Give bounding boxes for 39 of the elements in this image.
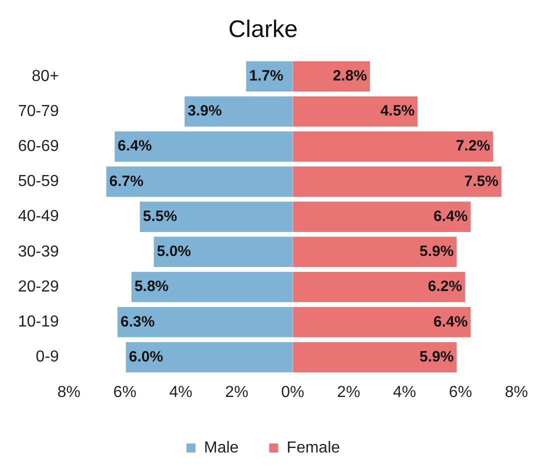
- data-label: 6.4%: [118, 138, 152, 155]
- y-tick-label: 20-29: [18, 278, 60, 296]
- x-tick-label: 6%: [113, 384, 136, 401]
- legend-label: Female: [286, 439, 340, 456]
- y-tick-label: 70-79: [18, 102, 60, 120]
- data-label: 4.5%: [380, 102, 415, 120]
- y-tick-label: 0-9: [36, 348, 60, 366]
- x-tick-label: 8%: [57, 384, 80, 401]
- data-label: 6.4%: [433, 208, 468, 225]
- x-tick-label: 0%: [281, 384, 304, 401]
- data-label: 7.2%: [456, 138, 490, 155]
- data-label: 6.0%: [128, 348, 164, 366]
- y-tick-label: 10-19: [18, 314, 60, 331]
- data-label: 2.8%: [332, 67, 367, 84]
- y-tick-label: 50-59: [18, 173, 60, 190]
- data-label: 5.9%: [420, 348, 454, 366]
- data-label: 5.9%: [420, 243, 454, 260]
- y-tick-label: 40-49: [18, 208, 60, 226]
- data-label: 1.7%: [249, 67, 284, 84]
- x-tick-label: 4%: [169, 384, 192, 401]
- x-tick-label: 4%: [392, 384, 416, 401]
- x-tick-label: 2%: [337, 384, 360, 401]
- x-tick-label: 2%: [225, 384, 248, 401]
- data-label: 7.5%: [464, 172, 498, 190]
- data-label: 5.0%: [156, 243, 192, 260]
- y-tick-label: 30-39: [18, 243, 60, 260]
- data-label: 6.3%: [120, 313, 155, 330]
- data-label: 3.9%: [188, 102, 222, 120]
- x-tick-label: 8%: [504, 384, 528, 401]
- data-label: 5.8%: [134, 278, 169, 296]
- data-label: 5.5%: [142, 208, 178, 225]
- data-label: 6.2%: [428, 278, 462, 296]
- data-label: 6.7%: [109, 172, 144, 190]
- y-tick-label: 60-69: [18, 138, 60, 155]
- chart-title: Clarke: [228, 16, 298, 44]
- data-label: 6.4%: [433, 313, 468, 330]
- y-tick-label: 80+: [32, 68, 59, 85]
- x-tick-label: 6%: [448, 384, 472, 401]
- legend-label: Male: [204, 439, 239, 456]
